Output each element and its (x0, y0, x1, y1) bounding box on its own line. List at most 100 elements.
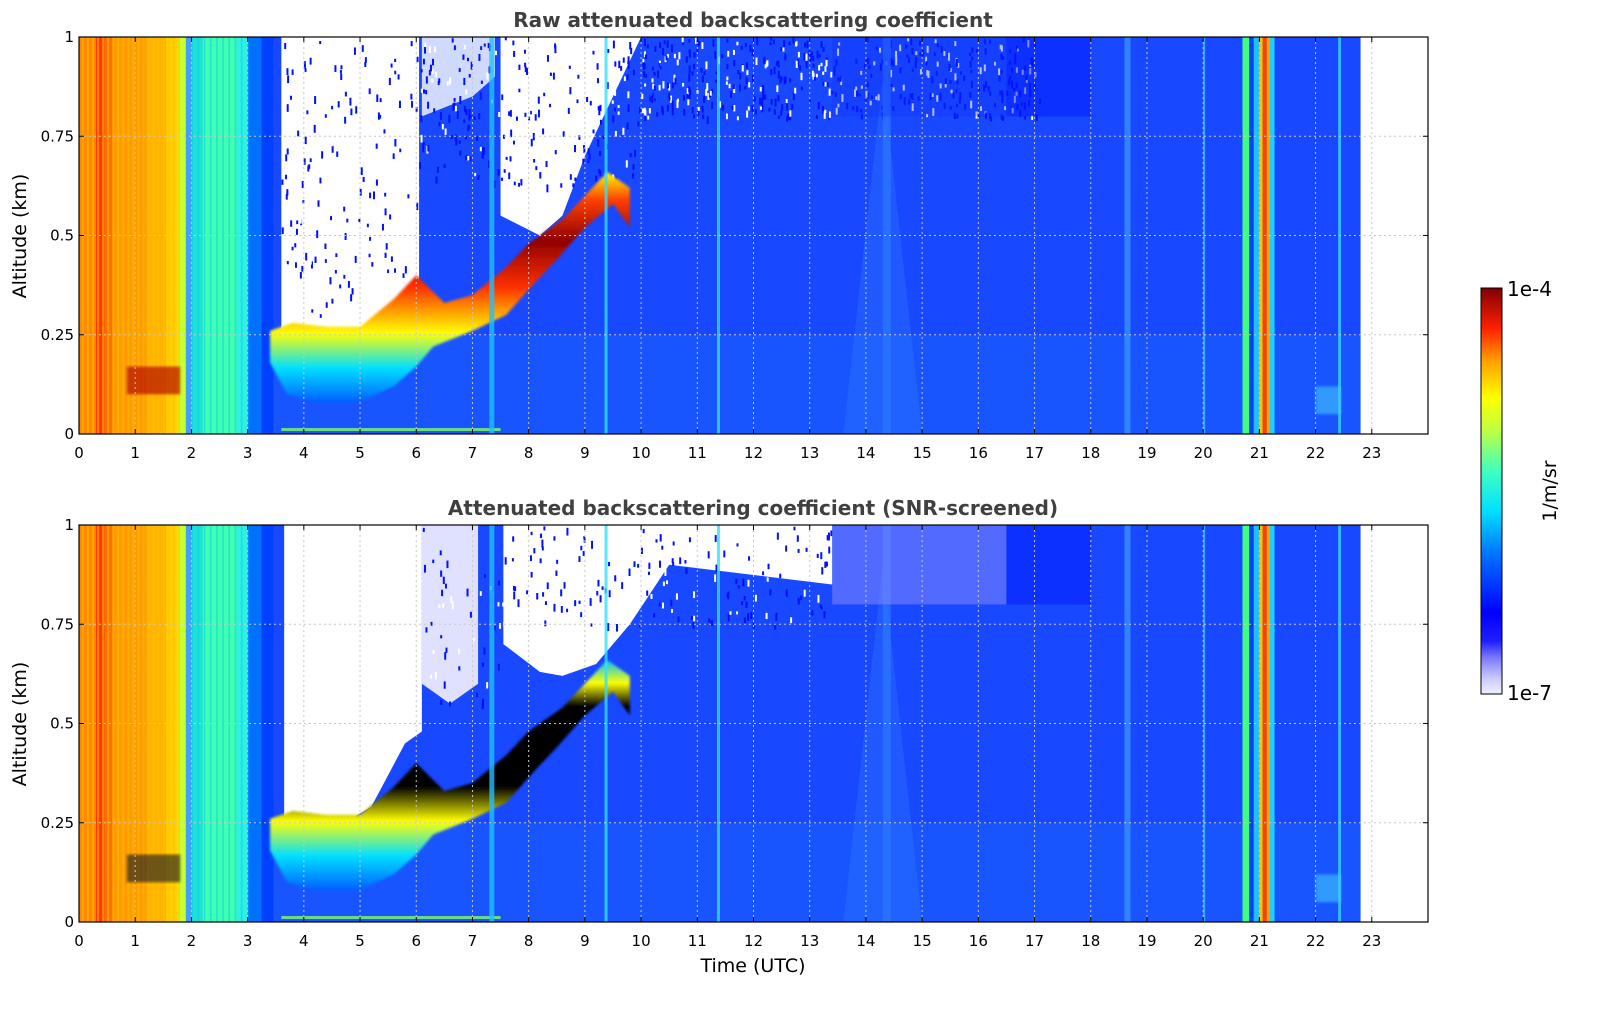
heatmap-speckle (344, 233, 347, 240)
heatmap-speckle (749, 44, 752, 52)
heatmap-speckle (773, 109, 776, 115)
heatmap-speckle (507, 543, 510, 549)
heatmap-speckle (612, 40, 615, 49)
heatmap-speckle (671, 107, 674, 116)
heatmap-speckle (661, 111, 664, 115)
heatmap-speckle (770, 98, 773, 105)
heatmap-speckle (629, 153, 632, 158)
heatmap-speckle (860, 114, 863, 120)
heatmap-stripe (107, 37, 110, 434)
heatmap-speckle (483, 43, 486, 47)
heatmap-speckle (530, 138, 533, 147)
heatmap-speckle (552, 72, 555, 80)
heatmap-speckle (747, 613, 750, 621)
heatmap-speckle (508, 172, 511, 180)
heatmap-speckle (933, 52, 936, 56)
heatmap-speckle (783, 40, 786, 48)
heatmap-speckle (286, 104, 289, 112)
heatmap-speckle (512, 40, 515, 46)
heatmap-speckle (438, 121, 441, 126)
heatmap-speckle (715, 71, 718, 75)
heatmap-speckle (317, 200, 320, 207)
heatmap-speckle (936, 95, 939, 102)
heatmap-speckle (921, 49, 924, 57)
heatmap-speckle (828, 88, 831, 96)
heatmap-speckle (560, 183, 563, 188)
heatmap-speckle (369, 236, 372, 241)
heatmap-stripe (240, 525, 243, 922)
heatmap-speckle (733, 60, 736, 67)
heatmap-speckle (334, 65, 337, 72)
heatmap-speckle (568, 48, 571, 56)
heatmap-speckle (384, 208, 387, 216)
heatmap-speckle (671, 609, 674, 613)
heatmap-speckle (404, 266, 407, 274)
heatmap-speckle (641, 93, 644, 100)
heatmap-speckle (538, 576, 541, 581)
heatmap-speckle (860, 85, 863, 89)
heatmap-speckle (777, 95, 780, 102)
heatmap-speckle (638, 624, 641, 628)
heatmap-speckle (344, 91, 347, 97)
heatmap-speckle (523, 49, 526, 54)
heatmap-band (166, 37, 178, 434)
heatmap-speckle (637, 563, 640, 568)
heatmap-speckle (910, 38, 913, 46)
heatmap-speckle (683, 108, 686, 116)
heatmap-vertical-feature (1259, 37, 1263, 434)
heatmap-speckle (911, 68, 914, 72)
heatmap-speckle (481, 702, 484, 710)
x-tick-label: 13 (800, 444, 819, 462)
heatmap-speckle (983, 39, 986, 45)
heatmap-speckle (569, 174, 572, 180)
heatmap-speckle (463, 77, 466, 86)
heatmap-speckle (834, 92, 837, 97)
panel-2-title: Attenuated backscattering coefficient (S… (448, 496, 1058, 520)
heatmap-speckle (634, 149, 637, 157)
heatmap-speckle (664, 568, 667, 576)
heatmap-speckle (929, 93, 932, 97)
heatmap-speckle (394, 268, 397, 273)
heatmap-speckle (390, 256, 393, 262)
heatmap-speckle (524, 66, 527, 73)
heatmap-speckle (381, 264, 384, 272)
heatmap-speckle (355, 106, 358, 114)
heatmap-speckle (956, 79, 959, 85)
heatmap-stripe (222, 37, 224, 434)
heatmap-speckle (947, 52, 950, 61)
heatmap-speckle (339, 284, 342, 289)
heatmap-speckle (314, 96, 317, 105)
heatmap-speckle (789, 78, 792, 83)
heatmap-speckle (788, 41, 791, 46)
x-tick-label: 10 (632, 444, 651, 462)
heatmap-speckle (934, 39, 937, 44)
heatmap-stripe (122, 37, 125, 434)
heatmap-speckle (519, 577, 522, 585)
heatmap-speckle (345, 303, 348, 312)
heatmap-speckle (436, 166, 439, 173)
heatmap-speckle (999, 90, 1002, 96)
heatmap-speckle (697, 561, 700, 567)
heatmap-speckle (366, 223, 369, 228)
heatmap-speckle (597, 78, 600, 84)
heatmap-speckle (756, 37, 759, 45)
heatmap-speckle (374, 60, 377, 66)
heatmap-speckle (737, 585, 740, 589)
heatmap-speckle (733, 105, 736, 112)
heatmap-speckle (985, 81, 988, 89)
heatmap-speckle (458, 140, 461, 144)
heatmap-speckle (612, 115, 615, 123)
heatmap-speckle (285, 174, 288, 180)
x-tick-label: 17 (1025, 444, 1044, 462)
heatmap-speckle (309, 258, 312, 265)
heatmap-stripe (157, 525, 160, 922)
heatmap-speckle (824, 65, 827, 72)
heatmap-speckle (676, 100, 679, 108)
heatmap-speckle (324, 243, 327, 250)
heatmap-speckle (977, 114, 980, 119)
heatmap-speckle (987, 86, 990, 92)
heatmap-speckle (955, 89, 958, 94)
heatmap-speckle (424, 47, 427, 54)
heatmap-speckle (1035, 113, 1038, 122)
x-tick-label: 15 (913, 932, 932, 950)
